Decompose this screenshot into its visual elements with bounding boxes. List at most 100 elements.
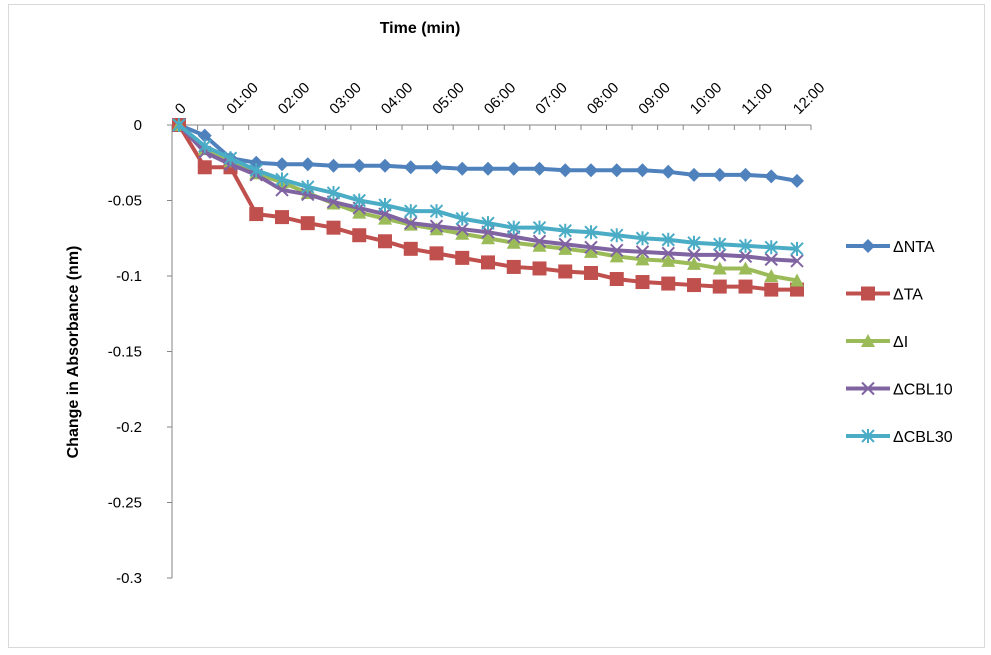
marker [455, 226, 470, 240]
marker [687, 256, 701, 270]
x-axis-title: Time (min) [380, 20, 461, 37]
marker [404, 216, 418, 230]
marker [507, 220, 521, 235]
marker [532, 261, 547, 276]
marker [713, 237, 727, 252]
marker [661, 232, 675, 247]
marker [712, 279, 727, 294]
marker [712, 167, 727, 182]
marker [429, 204, 444, 219]
marker [352, 193, 366, 208]
marker [790, 273, 804, 287]
chart-border [8, 4, 985, 648]
y-tick-label: -0.25 [108, 495, 142, 512]
marker [275, 157, 289, 172]
marker [275, 172, 289, 187]
marker [455, 161, 470, 176]
marker [635, 163, 650, 178]
marker [764, 240, 778, 255]
marker [558, 237, 572, 251]
marker [764, 269, 779, 282]
marker [429, 160, 444, 175]
marker [635, 245, 650, 259]
marker [861, 239, 875, 253]
marker [558, 163, 573, 178]
marker [481, 255, 495, 270]
marker [275, 210, 289, 225]
marker [610, 243, 624, 258]
marker [610, 228, 624, 243]
marker [790, 241, 804, 256]
y-tick-label: -0.2 [116, 419, 142, 436]
marker [635, 252, 650, 266]
marker [738, 167, 753, 182]
marker [584, 240, 598, 255]
marker [861, 286, 875, 301]
marker [661, 246, 675, 261]
marker [403, 241, 418, 256]
marker [455, 211, 469, 226]
marker [861, 381, 875, 396]
marker [738, 261, 753, 275]
marker [532, 161, 547, 176]
legend-label: ΔNTA [893, 239, 935, 256]
marker [249, 163, 263, 178]
marker [687, 235, 701, 250]
marker [661, 253, 676, 267]
marker [326, 220, 341, 235]
legend-label: ΔI [893, 334, 908, 351]
y-tick-label: -0.3 [116, 570, 142, 587]
marker [532, 220, 547, 235]
marker [609, 249, 624, 263]
marker [481, 161, 495, 176]
marker [378, 158, 392, 173]
marker [249, 207, 264, 222]
marker [790, 173, 804, 188]
marker [558, 241, 573, 255]
marker [661, 276, 676, 291]
marker [455, 250, 470, 265]
marker [861, 429, 875, 443]
marker [506, 235, 521, 249]
marker [861, 334, 875, 347]
marker [481, 216, 495, 231]
marker [738, 279, 753, 294]
marker [197, 160, 212, 175]
marker [429, 219, 444, 233]
marker [609, 163, 624, 178]
marker [275, 183, 289, 197]
marker [455, 222, 469, 236]
marker [301, 179, 315, 194]
marker [584, 225, 598, 240]
marker [609, 272, 624, 287]
y-tick-label: 0 [134, 117, 142, 134]
marker [378, 211, 392, 225]
legend-label: ΔCBL10 [893, 382, 953, 399]
y-axis-title: Change in Absorbance (nm) [65, 246, 82, 459]
marker [584, 244, 598, 258]
marker [584, 163, 598, 178]
marker [378, 234, 392, 249]
marker [404, 204, 418, 219]
marker [300, 157, 315, 172]
marker [197, 128, 212, 143]
marker [352, 158, 367, 173]
marker [532, 238, 547, 252]
legend-label: ΔTA [893, 287, 923, 304]
marker [300, 216, 315, 231]
marker [790, 254, 804, 268]
marker [326, 158, 341, 173]
marker [172, 118, 186, 132]
marker [713, 248, 727, 262]
marker [403, 160, 418, 175]
marker [584, 265, 598, 280]
legend-label: ΔCBL30 [893, 429, 953, 446]
marker [429, 222, 444, 236]
y-tick-label: -0.05 [108, 193, 142, 210]
marker [506, 161, 521, 176]
y-tick-label: -0.15 [108, 344, 142, 361]
y-tick-label: -0.1 [116, 268, 142, 285]
marker [506, 259, 521, 274]
marker [198, 139, 212, 154]
